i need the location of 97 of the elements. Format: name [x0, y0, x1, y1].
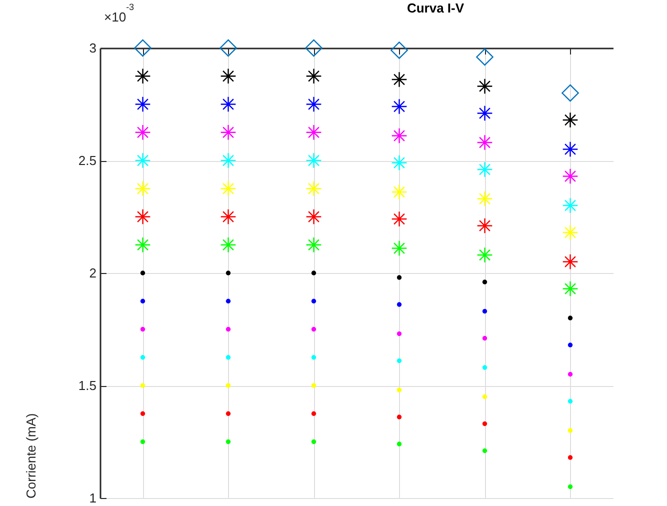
point — [140, 355, 146, 360]
point — [476, 105, 493, 122]
point — [140, 439, 146, 444]
point — [306, 208, 322, 225]
point — [311, 439, 316, 444]
y-tick-label: 3 — [89, 40, 96, 56]
point — [306, 180, 322, 197]
point — [306, 96, 322, 112]
point — [134, 152, 151, 169]
point — [476, 161, 493, 178]
point — [226, 411, 231, 416]
point — [568, 455, 573, 460]
point — [220, 124, 236, 140]
point — [562, 224, 578, 241]
point — [396, 358, 402, 364]
point — [306, 236, 322, 253]
point — [220, 208, 236, 225]
point — [482, 394, 488, 400]
point — [562, 112, 578, 128]
point — [396, 331, 402, 336]
point — [134, 208, 151, 225]
point — [140, 383, 146, 388]
point — [134, 180, 151, 197]
point — [568, 316, 573, 320]
point — [568, 484, 573, 490]
point — [220, 68, 236, 84]
point — [140, 298, 146, 304]
point — [391, 184, 408, 200]
point — [396, 442, 402, 446]
point — [134, 124, 151, 140]
point — [482, 421, 488, 426]
point — [220, 39, 237, 57]
point — [140, 270, 146, 276]
point — [562, 84, 579, 102]
point — [396, 414, 402, 420]
point — [482, 280, 488, 284]
point — [390, 42, 408, 59]
point — [306, 124, 322, 140]
point — [134, 96, 151, 112]
point — [562, 280, 578, 297]
point — [391, 71, 408, 88]
point — [311, 270, 316, 276]
point — [482, 336, 488, 341]
point — [476, 246, 493, 264]
point — [396, 302, 402, 307]
y-tick-label: 2.5 — [78, 153, 96, 168]
point — [226, 439, 231, 444]
point — [391, 98, 408, 115]
point — [220, 180, 236, 197]
point — [391, 128, 408, 144]
point — [562, 254, 578, 270]
point — [311, 298, 316, 304]
point — [306, 152, 322, 169]
point — [562, 197, 578, 214]
point — [482, 448, 488, 454]
point — [562, 168, 578, 184]
chart-title: Curva I-V — [406, 0, 464, 16]
point — [311, 355, 316, 360]
point — [220, 152, 236, 169]
y-tick-label: 1 — [89, 490, 96, 506]
point — [134, 236, 151, 253]
point — [311, 326, 316, 332]
point — [476, 134, 493, 151]
point — [226, 355, 231, 360]
point — [134, 39, 152, 57]
point — [476, 190, 493, 207]
point — [391, 240, 408, 256]
point — [568, 372, 573, 377]
point — [568, 342, 573, 348]
point — [226, 326, 231, 332]
point — [226, 270, 231, 276]
point — [568, 428, 573, 433]
point — [220, 236, 236, 253]
point — [134, 68, 151, 84]
point — [226, 298, 231, 304]
point — [396, 388, 402, 392]
y-tick-label: 1.5 — [78, 378, 96, 393]
point — [220, 96, 236, 112]
point — [226, 383, 231, 388]
point — [140, 326, 146, 332]
point — [391, 154, 408, 171]
point — [311, 411, 316, 416]
point — [568, 398, 573, 404]
point — [391, 210, 408, 228]
y-axis-title: Corriente (mA) — [23, 413, 38, 498]
y-tick-label: 2 — [89, 266, 96, 280]
point — [562, 141, 578, 158]
point — [306, 68, 322, 84]
point — [305, 39, 322, 57]
point — [476, 78, 493, 94]
point — [482, 308, 488, 314]
point — [396, 275, 402, 280]
point — [311, 383, 316, 388]
point — [476, 218, 493, 234]
point — [476, 48, 494, 66]
point — [140, 411, 146, 416]
point — [482, 365, 488, 370]
